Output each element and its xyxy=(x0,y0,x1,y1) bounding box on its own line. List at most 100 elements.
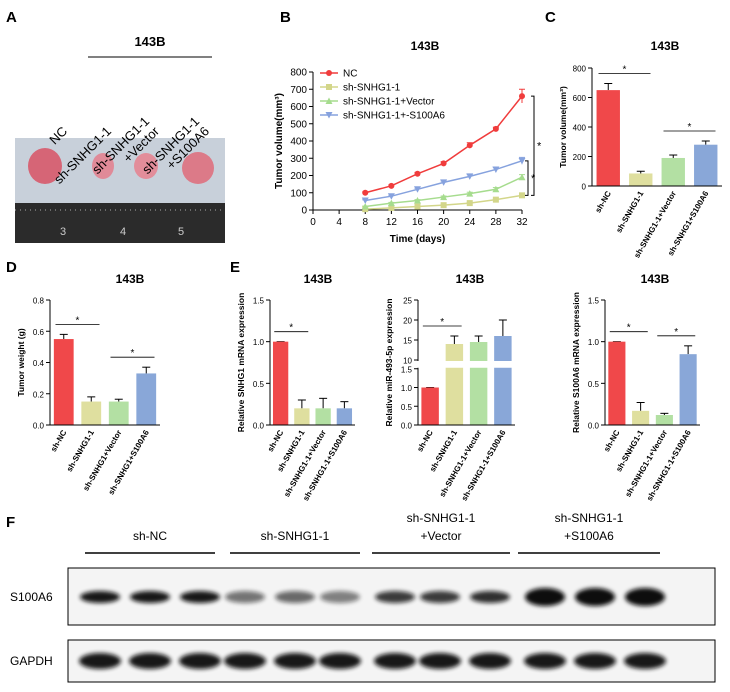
marker xyxy=(466,190,474,197)
bar xyxy=(272,341,289,425)
blot-group-label: sh-SNHG1-1 xyxy=(261,529,330,543)
x-tick-label: sh-NC xyxy=(593,189,613,214)
blot-band xyxy=(524,653,566,669)
bar xyxy=(315,408,331,425)
marker xyxy=(466,200,473,207)
marker xyxy=(387,199,395,207)
marker xyxy=(518,157,526,165)
marker xyxy=(440,202,447,209)
photo-title: 143B xyxy=(134,34,165,49)
blot-band xyxy=(624,653,666,669)
marker xyxy=(519,192,525,199)
panel-letter: F xyxy=(6,514,15,531)
panel-letter: B xyxy=(280,9,291,26)
bar xyxy=(629,173,653,186)
marker xyxy=(440,193,448,201)
bar xyxy=(608,341,626,425)
y-tick-label: 0.4 xyxy=(33,359,45,368)
blot-band xyxy=(469,653,511,669)
y-tick-label: 0 xyxy=(582,183,587,192)
ruler-number: 5 xyxy=(178,226,184,238)
marker xyxy=(492,185,500,193)
x-tick-label: 0 xyxy=(310,217,316,228)
legend-label: sh-SNHG1-1 xyxy=(343,83,401,94)
blot-band xyxy=(319,653,361,669)
tumor xyxy=(28,148,62,184)
y-tick-label: 200 xyxy=(573,153,587,162)
x-tick-label: 12 xyxy=(386,217,398,228)
x-tick-label: sh-SNHG1-1 xyxy=(65,428,96,473)
marker xyxy=(361,203,369,210)
y-tick-label: 800 xyxy=(573,65,587,74)
chart-title: 143B xyxy=(641,272,670,286)
significance-label: * xyxy=(76,315,80,326)
legend-entry: sh-SNHG1-1 xyxy=(320,83,401,94)
legend-entry: sh-SNHG1-1+-S100A6 xyxy=(320,111,445,122)
marker xyxy=(440,160,447,167)
blot-band xyxy=(80,591,120,603)
y-tick-label: 400 xyxy=(573,124,587,133)
bar xyxy=(469,342,488,425)
bar xyxy=(81,401,102,425)
x-tick-label: 8 xyxy=(362,217,368,228)
marker xyxy=(325,97,333,104)
x-tick-label: 24 xyxy=(464,217,476,228)
tumor-photo xyxy=(15,56,225,243)
blot-band xyxy=(79,653,121,669)
y-tick-label: 20 xyxy=(403,317,412,326)
chart-title: 143B xyxy=(411,39,440,53)
y-tick-label: 1.0 xyxy=(401,384,413,393)
x-tick-label: sh-NC xyxy=(602,428,622,453)
marker xyxy=(414,197,421,204)
tumor xyxy=(134,153,158,179)
bar xyxy=(336,408,353,425)
panel-letter: A xyxy=(6,9,17,26)
tumor xyxy=(92,153,114,179)
axis-break xyxy=(413,361,516,368)
blot-band xyxy=(225,591,265,603)
y-tick-label: 0 xyxy=(301,206,307,217)
marker xyxy=(492,196,499,203)
blot-band xyxy=(575,588,615,606)
y-tick-label: 400 xyxy=(290,137,307,148)
blot-group-label: sh-NC xyxy=(133,529,167,543)
blot-band xyxy=(224,653,266,669)
blot-band xyxy=(525,588,565,606)
marker xyxy=(325,112,333,119)
bar xyxy=(655,415,673,425)
x-tick-label-text: sh-NC xyxy=(602,428,622,453)
y-tick-label: 0.5 xyxy=(401,403,413,412)
significance-label: * xyxy=(289,323,293,334)
y-axis-label: Relative SNHG1 mRNA expression xyxy=(236,293,246,433)
bar xyxy=(53,339,74,425)
y-tick-label: 0.0 xyxy=(588,422,600,431)
marker xyxy=(362,189,369,196)
legend-label: sh-SNHG1-1+Vector xyxy=(343,97,435,108)
y-tick-label: 1.5 xyxy=(588,297,600,306)
panel-letter: E xyxy=(230,259,240,276)
y-tick-label: 0.5 xyxy=(253,380,265,389)
bar xyxy=(632,410,650,425)
blot-band xyxy=(419,653,461,669)
blot-band xyxy=(180,591,220,603)
blot-band xyxy=(179,653,221,669)
panel-letter: D xyxy=(6,259,17,276)
y-tick-label: 0.0 xyxy=(253,422,265,431)
x-tick-label: sh-SNHG1-1 xyxy=(614,189,645,234)
y-tick-label: 1.5 xyxy=(401,365,413,374)
significance-label: * xyxy=(537,141,542,153)
blot-band xyxy=(130,591,170,603)
panel-letter: C xyxy=(545,9,556,26)
blot-group-label: +Vector xyxy=(420,529,461,543)
bar xyxy=(661,157,685,186)
marker xyxy=(492,166,500,173)
marker xyxy=(387,193,395,200)
x-tick-label: 4 xyxy=(336,217,342,228)
y-axis-label: Tumor weight (g) xyxy=(16,328,26,396)
significance-label: * xyxy=(131,348,135,359)
significance-bracket xyxy=(531,95,535,196)
marker xyxy=(414,186,421,193)
blot-band xyxy=(420,591,460,603)
y-tick-label: 0.6 xyxy=(33,328,45,337)
